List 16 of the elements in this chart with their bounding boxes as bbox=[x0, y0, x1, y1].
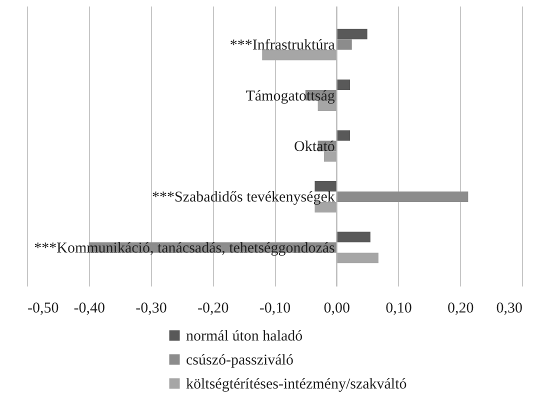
x-tick-label: -0,20 bbox=[198, 300, 229, 316]
x-tick-label: -0,10 bbox=[259, 300, 291, 316]
x-tick-label: 0,00 bbox=[324, 300, 350, 316]
x-tick-label: 0,10 bbox=[386, 300, 412, 316]
x-tick-label: -0,40 bbox=[74, 300, 105, 316]
x-tick-label: -0,30 bbox=[136, 300, 167, 316]
legend-label: normál úton haladó bbox=[186, 328, 303, 344]
y-tick-label: ***Infrastruktúra bbox=[230, 38, 336, 54]
y-tick-label: Támogatottság bbox=[246, 88, 336, 104]
x-tick-label: 0,30 bbox=[496, 300, 522, 316]
legend-label: csúszó-passziváló bbox=[186, 352, 294, 368]
legend-label: költségtérítéses-intézmény/szakváltó bbox=[186, 376, 407, 392]
x-tick-label: 0,20 bbox=[448, 300, 474, 316]
x-tick-label: -0,50 bbox=[28, 300, 59, 316]
y-tick-label: Oktató bbox=[294, 139, 335, 155]
y-tick-label: ***Szabadidős tevékenységek bbox=[152, 190, 336, 206]
